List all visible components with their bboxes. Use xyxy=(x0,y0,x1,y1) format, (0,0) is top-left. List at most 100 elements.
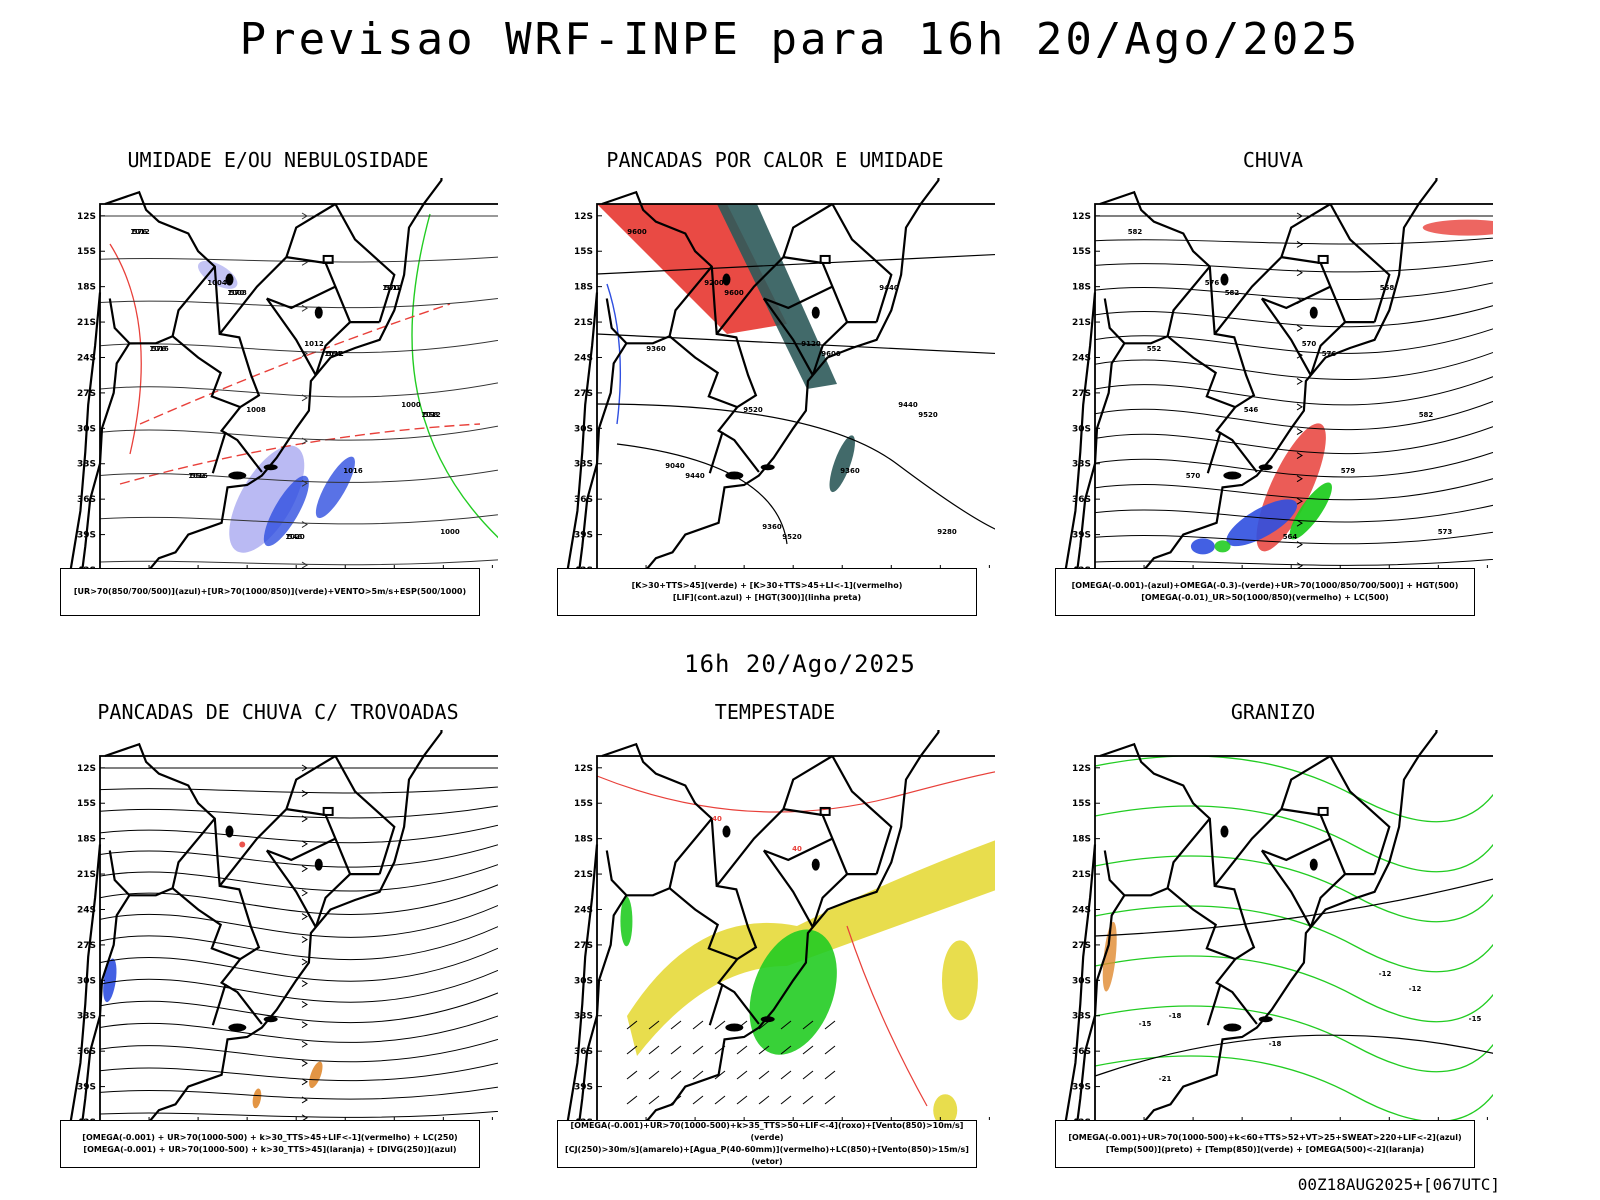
panel-tempestade: TEMPESTADE 40 40 12S 15S 18S 21S 24S 27S 30S 33S 3… xyxy=(555,700,995,1190)
lat-label: 39S xyxy=(1072,1083,1091,1093)
streamline xyxy=(99,297,498,309)
lat-label: 39S xyxy=(574,1083,593,1093)
storm-area-orange xyxy=(309,1061,323,1089)
wind-vector xyxy=(802,1095,814,1105)
border-line xyxy=(1166,335,1236,409)
omega-area-orange xyxy=(1102,921,1117,992)
lat-label: 30S xyxy=(1072,424,1091,434)
valid-time-label: 16h 20/Ago/2025 xyxy=(684,650,916,678)
streamline-arrow xyxy=(301,1059,308,1067)
streamline xyxy=(1094,478,1493,501)
hgt-contour xyxy=(596,253,995,275)
wind-vector xyxy=(780,1020,792,1030)
coastline-east xyxy=(646,178,940,568)
border-line xyxy=(104,742,263,1025)
lat-label: 21S xyxy=(574,870,593,880)
streamline xyxy=(99,382,498,398)
contour-label: 40 xyxy=(712,815,722,823)
streamline-arrow xyxy=(1296,377,1303,385)
legend-line: [OMEGA(-0.001)-(azul)+OMEGA(-0.3)-(verde… xyxy=(1071,581,1459,590)
isobar-label: 1016 xyxy=(188,472,208,480)
height-label: 9360 xyxy=(646,345,666,353)
legend-box: [OMEGA(-0.001)-(azul)+OMEGA(-0.3)-(verde… xyxy=(1055,568,1475,616)
border-line xyxy=(265,849,317,928)
temp850-contour xyxy=(1094,1055,1493,1120)
temp850-contour xyxy=(1094,955,1493,1023)
lagoon xyxy=(760,464,775,471)
panel-trovoadas: PANCADAS DE CHUVA C/ TROVOADAS 12S 15S 18S… xyxy=(58,700,498,1190)
streamline xyxy=(99,884,498,915)
humidity-area-lavender xyxy=(229,445,305,553)
legend-line: [OMEGA(-0.01)_UR>50(1000/850)(vermelho) … xyxy=(1141,593,1389,602)
wind-vector xyxy=(780,1070,792,1080)
geography xyxy=(69,730,443,1120)
temp500-contour xyxy=(1094,1034,1493,1077)
border-line xyxy=(708,431,724,474)
lat-label: 12S xyxy=(77,764,96,774)
geography xyxy=(566,730,940,1120)
legend-line: [K>30+TTS>45](verde) + [K>30+TTS>45+LI<-… xyxy=(631,581,903,590)
temp850-contour xyxy=(1094,1005,1493,1073)
run-info: 00Z18AUG2025+[067UTC] xyxy=(1297,1175,1500,1194)
panel-title: PANCADAS POR CALOR E UMIDADE xyxy=(606,148,944,172)
border-line xyxy=(1099,190,1258,473)
wind-vector xyxy=(758,1070,770,1080)
wind-vector xyxy=(670,1045,682,1055)
height-label: 9280 xyxy=(937,528,957,536)
wind-vector xyxy=(670,1020,682,1030)
streamline-arrow xyxy=(1296,428,1303,436)
map-frame xyxy=(1094,203,1493,568)
capital-marker xyxy=(819,806,831,816)
rain-area-red xyxy=(1422,219,1493,236)
temp-label: -18 xyxy=(1269,1040,1282,1048)
streamline-arrow xyxy=(1296,519,1303,527)
border-line xyxy=(266,837,336,862)
lagoon xyxy=(1258,464,1273,471)
streamline-arrow xyxy=(1296,562,1303,568)
height-label: 573 xyxy=(1438,528,1453,536)
border-line xyxy=(831,755,893,875)
legend-box: [OMEGA(-0.001) + UR>70(1000-500) + k>30_… xyxy=(60,1120,480,1168)
temp500-contour xyxy=(1094,878,1493,937)
lat-label: 42S xyxy=(77,566,96,568)
wind-vector xyxy=(758,1045,770,1055)
wind-vector xyxy=(824,1045,836,1055)
lagoon xyxy=(228,1023,247,1032)
streamline-arrow xyxy=(301,790,308,797)
wind-vector xyxy=(736,1070,748,1080)
streamline-arrow xyxy=(301,479,308,487)
coastline-east xyxy=(646,730,940,1120)
instability-area-teal xyxy=(717,204,837,389)
rain-area-blue xyxy=(1190,538,1215,555)
streamlines xyxy=(99,212,498,568)
height-label: 9440 xyxy=(879,284,899,292)
marsh xyxy=(722,825,731,838)
streamline xyxy=(99,1038,498,1063)
isobar-label: 1000 xyxy=(440,528,460,536)
isobar-label: 1016 xyxy=(149,345,169,353)
wind-vector xyxy=(692,1045,704,1055)
legend-line: [UR>70(850/700/500)](azul)+[UR>70(1000/8… xyxy=(73,587,467,596)
streamline xyxy=(1094,282,1493,301)
height-label: 9440 xyxy=(685,472,705,480)
legend-line: [CJ(250)>30m/s](amarelo)+[Agua_P(40-60mm… xyxy=(565,1145,969,1166)
wind-vector xyxy=(802,1045,814,1055)
streamline-arrow xyxy=(301,980,308,987)
streamline xyxy=(1094,351,1493,380)
lat-label: 15S xyxy=(77,799,96,809)
isobar-label: 1000 xyxy=(401,401,421,409)
temp-label: -21 xyxy=(1159,1075,1172,1083)
streamline xyxy=(99,863,498,892)
map-frame xyxy=(596,203,995,568)
coastline-east xyxy=(149,730,443,1120)
axes: 12S15S18S21S24S27S30S33S36S39S42S70W65W6… xyxy=(77,212,493,568)
border-line xyxy=(763,285,833,310)
streamline-arrow xyxy=(1296,403,1303,411)
lat-label: 33S xyxy=(1072,1012,1091,1022)
lat-label: 24S xyxy=(1072,353,1091,363)
marsh xyxy=(722,273,731,286)
lat-label: 18S xyxy=(1072,835,1091,845)
streamline-arrow xyxy=(301,394,308,402)
marsh xyxy=(1220,825,1229,838)
panel-title: GRANIZO xyxy=(1230,700,1316,724)
